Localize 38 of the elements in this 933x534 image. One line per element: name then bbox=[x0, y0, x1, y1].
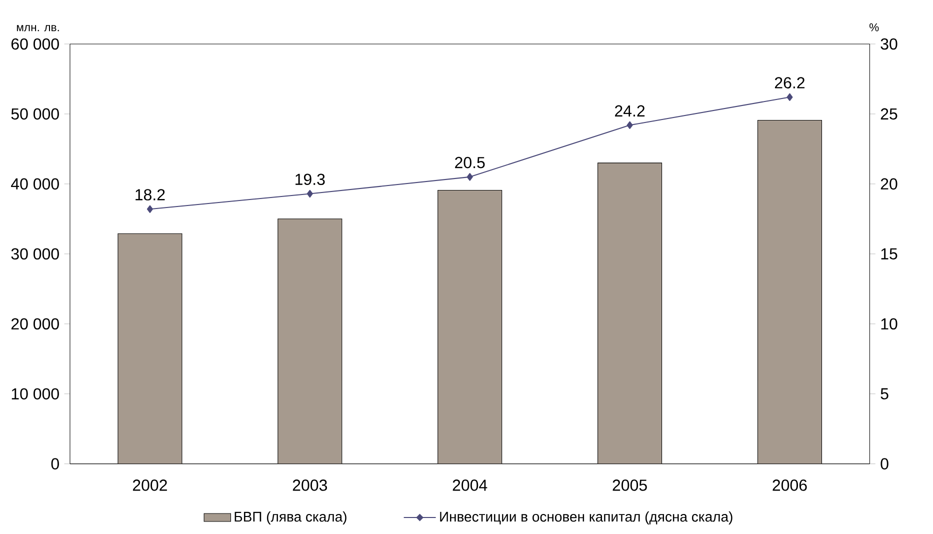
bar bbox=[438, 190, 502, 464]
point bbox=[466, 173, 473, 181]
y-tick-label: 0 bbox=[51, 458, 59, 470]
y2-tick-label: 10 bbox=[881, 318, 898, 330]
legend-label: БВП (лява скала) bbox=[234, 512, 346, 525]
y-tick-label: 50 000 bbox=[11, 108, 59, 120]
point bbox=[146, 205, 153, 214]
y2-tick-label: 30 bbox=[880, 38, 898, 50]
y-tick-label: 30 000 bbox=[11, 248, 59, 260]
x-tick-label: 2005 bbox=[612, 480, 647, 491]
point bbox=[626, 121, 633, 130]
bar bbox=[118, 234, 182, 464]
y-tick-label: 40 000 bbox=[11, 178, 59, 190]
x-tick-label: 2003 bbox=[292, 480, 327, 491]
y2-axis-title: % bbox=[869, 23, 879, 32]
point bbox=[306, 190, 313, 198]
bar bbox=[757, 120, 822, 464]
legend-label: Инвестиции в основен капитал (дясна скала) bbox=[440, 512, 732, 525]
data-label: 26.2 bbox=[774, 77, 804, 89]
data-label: 19.3 bbox=[296, 174, 325, 186]
y-axis-title: млн. лв. bbox=[16, 25, 59, 32]
y2-tick-label: 25 bbox=[880, 108, 898, 120]
data-label: 18.2 bbox=[136, 189, 165, 200]
x-tick-label: 2006 bbox=[772, 480, 807, 491]
data-label: 20.5 bbox=[455, 156, 485, 168]
x-tick-label: 2004 bbox=[452, 480, 488, 491]
y2-tick-label: 20 bbox=[880, 178, 898, 190]
y2-tick-label: 0 bbox=[880, 458, 888, 470]
point bbox=[786, 93, 793, 102]
bar bbox=[278, 219, 342, 464]
x-tick-label: 2002 bbox=[132, 480, 167, 491]
y-tick-label: 60 000 bbox=[11, 38, 59, 50]
y2-tick-label: 15 bbox=[881, 248, 898, 260]
y2-tick-label: 5 bbox=[880, 388, 888, 400]
data-label: 24.2 bbox=[615, 105, 645, 117]
bar bbox=[598, 163, 662, 464]
y-tick-label: 10 000 bbox=[12, 388, 59, 400]
y-tick-label: 20 000 bbox=[11, 318, 59, 330]
